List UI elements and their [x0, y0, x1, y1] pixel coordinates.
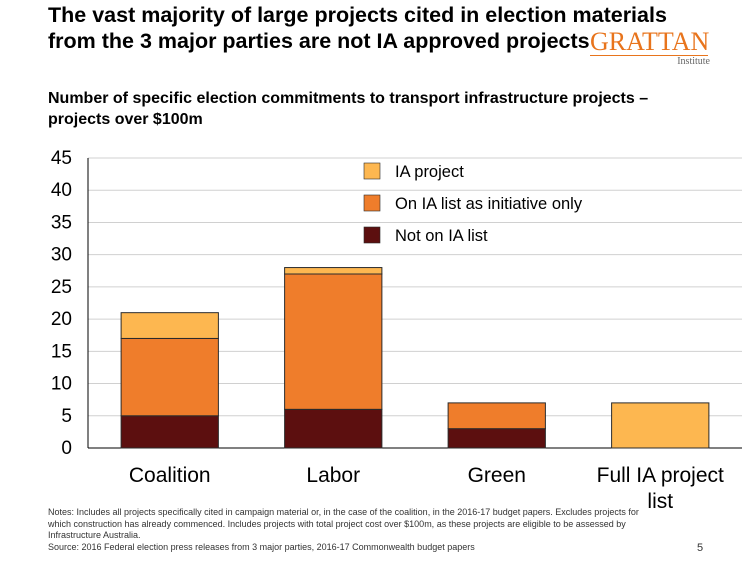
y-tick-label: 35 [51, 212, 72, 233]
legend-label: Not on IA list [395, 227, 488, 245]
logo-rule [590, 55, 708, 56]
legend-swatch [363, 194, 381, 212]
y-tick-label: 30 [51, 245, 72, 266]
bar-segment [447, 428, 546, 449]
chart-subtitle: Number of specific election commitments … [48, 90, 649, 128]
notes-block: Notes: Includes all projects specificall… [48, 507, 648, 553]
bar-segment [611, 402, 710, 449]
bar-segment [447, 402, 546, 430]
legend-swatch [363, 226, 381, 244]
y-tick-label: 45 [51, 148, 72, 169]
y-tick-label: 0 [61, 438, 72, 459]
x-category-label: Green [468, 464, 526, 487]
bar-segment [120, 312, 219, 339]
legend-label: IA project [395, 163, 464, 181]
y-tick-label: 10 [51, 374, 72, 395]
bar-segment [120, 337, 219, 417]
notes-text: Notes: Includes all projects specificall… [48, 507, 639, 540]
logo-wordmark: GRATTAN [590, 27, 710, 56]
x-category-label: Coalition [129, 464, 211, 487]
y-tick-label: 25 [51, 277, 72, 298]
source-text: Source: 2016 Federal election press rele… [48, 541, 475, 552]
bar-segment [284, 408, 383, 449]
bar-segment [120, 415, 219, 449]
legend-swatch [363, 162, 381, 180]
bar-segment [284, 267, 383, 275]
y-tick-label: 20 [51, 309, 72, 330]
page-number: 5 [697, 542, 704, 554]
y-tick-label: 15 [51, 341, 72, 362]
legend-label: On IA list as initiative only [395, 195, 583, 213]
x-category-label: Labor [306, 464, 360, 487]
logo-subtext: Institute [677, 56, 710, 67]
y-tick-label: 40 [51, 180, 72, 201]
grattan-logo: GRATTAN Institute [590, 28, 720, 68]
x-category-label: Full IA project list [597, 464, 724, 513]
y-tick-label: 5 [61, 406, 72, 427]
slide-title: The vast majority of large projects cite… [48, 3, 667, 53]
bar-segment [284, 273, 383, 410]
